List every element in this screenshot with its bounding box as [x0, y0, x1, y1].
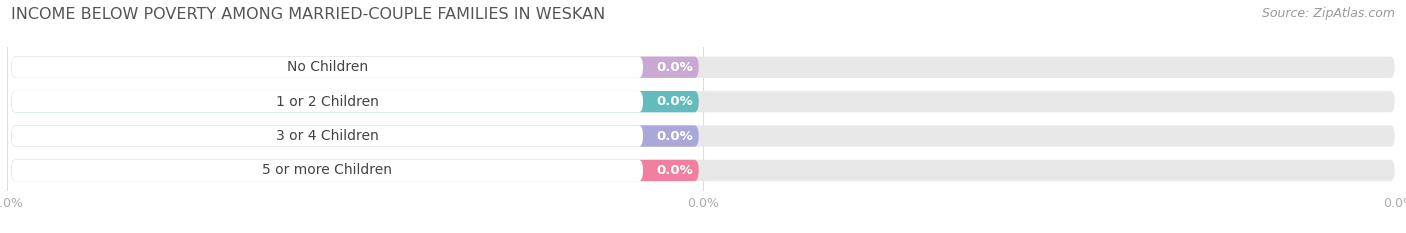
FancyBboxPatch shape	[11, 91, 699, 112]
FancyBboxPatch shape	[11, 125, 699, 147]
FancyBboxPatch shape	[11, 160, 643, 181]
FancyBboxPatch shape	[11, 57, 699, 78]
Text: No Children: No Children	[287, 60, 368, 74]
FancyBboxPatch shape	[11, 160, 1395, 181]
Text: 0.0%: 0.0%	[657, 95, 693, 108]
FancyBboxPatch shape	[11, 125, 1395, 147]
FancyBboxPatch shape	[11, 57, 1395, 78]
FancyBboxPatch shape	[11, 91, 643, 112]
FancyBboxPatch shape	[11, 160, 699, 181]
FancyBboxPatch shape	[11, 91, 1395, 112]
Text: 3 or 4 Children: 3 or 4 Children	[276, 129, 378, 143]
Text: 5 or more Children: 5 or more Children	[262, 163, 392, 177]
FancyBboxPatch shape	[11, 57, 643, 78]
Text: 0.0%: 0.0%	[657, 164, 693, 177]
Text: Source: ZipAtlas.com: Source: ZipAtlas.com	[1261, 7, 1395, 20]
Text: INCOME BELOW POVERTY AMONG MARRIED-COUPLE FAMILIES IN WESKAN: INCOME BELOW POVERTY AMONG MARRIED-COUPL…	[11, 7, 606, 22]
FancyBboxPatch shape	[11, 125, 643, 147]
Text: 0.0%: 0.0%	[657, 130, 693, 143]
Text: 1 or 2 Children: 1 or 2 Children	[276, 95, 378, 109]
Text: 0.0%: 0.0%	[657, 61, 693, 74]
